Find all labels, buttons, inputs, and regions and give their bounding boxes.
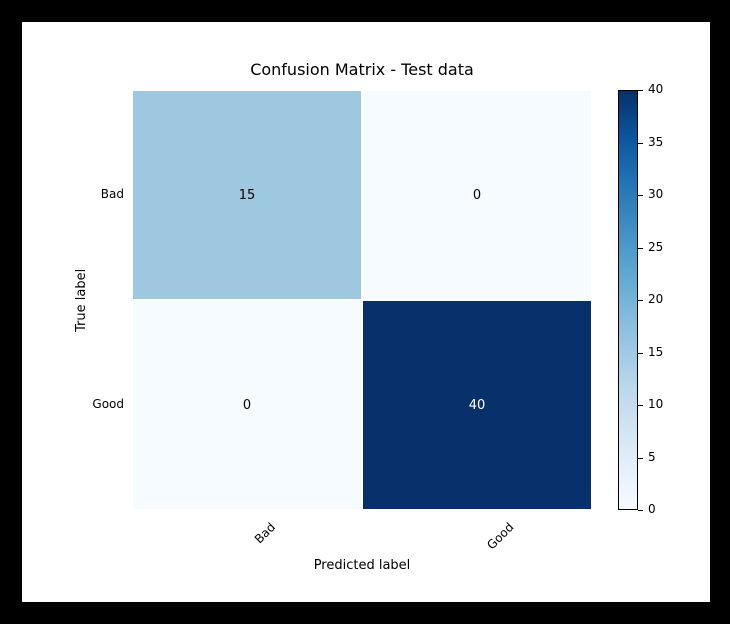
colorbar-tick-mark	[638, 248, 643, 249]
colorbar-tick-mark	[638, 458, 643, 459]
colorbar-tick-label: 10	[648, 397, 663, 411]
colorbar-tick-mark	[638, 353, 643, 354]
y-tick-label: Bad	[101, 187, 124, 201]
chart-title: Confusion Matrix - Test data	[132, 60, 592, 79]
colorbar-tick-label: 35	[648, 135, 663, 149]
x-axis-label: Predicted label	[132, 558, 592, 573]
colorbar-tick-mark	[638, 195, 643, 196]
confusion-matrix-heatmap: 150040	[132, 90, 592, 510]
colorbar-tick-mark	[638, 405, 643, 406]
colorbar-tick-label: 20	[648, 292, 663, 306]
colorbar-tick-label: 25	[648, 240, 663, 254]
colorbar-tick-mark	[638, 143, 643, 144]
colorbar-tick-mark	[638, 90, 643, 91]
colorbar-tick-mark	[638, 510, 643, 511]
y-axis-label: True label	[74, 269, 89, 332]
colorbar-tick-label: 40	[648, 82, 663, 96]
y-tick-label: Good	[92, 397, 124, 411]
colorbar-tick-label: 15	[648, 345, 663, 359]
colorbar-tick-mark	[638, 300, 643, 301]
colorbar-tick-label: 30	[648, 187, 663, 201]
heatmap-cell: 40	[362, 300, 592, 510]
heatmap-cell: 0	[132, 300, 362, 510]
colorbar-tick-label: 0	[648, 502, 656, 516]
heatmap-cell: 0	[362, 90, 592, 300]
colorbar-tick-label: 5	[648, 450, 656, 464]
heatmap-cell: 15	[132, 90, 362, 300]
colorbar	[618, 90, 638, 510]
